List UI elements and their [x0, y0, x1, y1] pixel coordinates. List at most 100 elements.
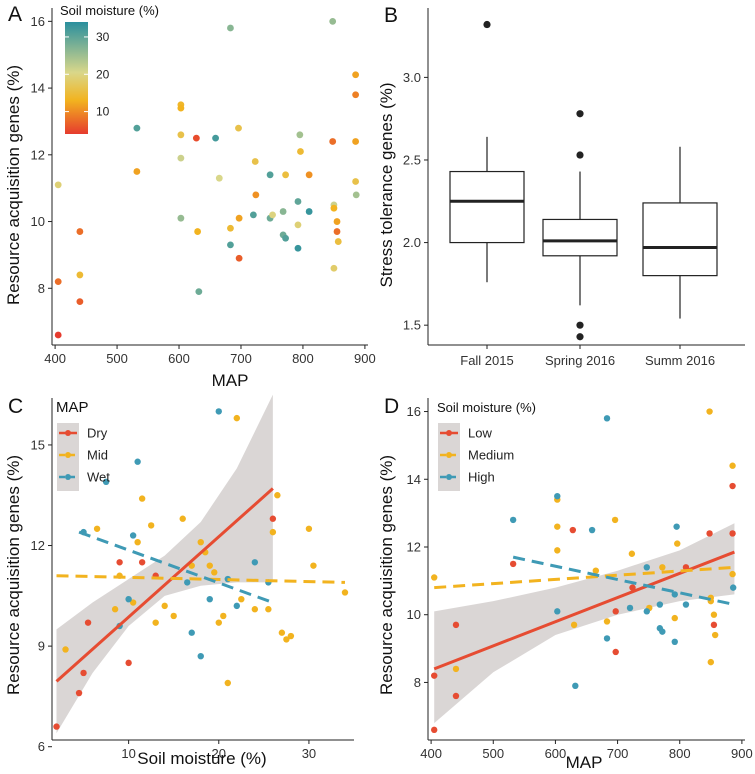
- x-tick-label: Fall 2015: [460, 353, 513, 368]
- legend-label: Low: [468, 426, 492, 441]
- data-point: [628, 550, 636, 557]
- box-outlier: [483, 20, 491, 29]
- data-point: [206, 595, 213, 603]
- data-point: [138, 559, 146, 566]
- data-point: [227, 241, 234, 249]
- y-tick-label: 2.5: [403, 152, 421, 167]
- panel-c-axes: 6 9 12 15 10 20 30: [31, 398, 354, 761]
- data-point: [251, 158, 259, 165]
- panel-a-xlabel: MAP: [212, 371, 249, 390]
- data-point: [452, 621, 460, 629]
- data-point: [305, 171, 313, 179]
- data-point: [212, 134, 219, 142]
- data-point: [266, 171, 274, 179]
- panel-d-ylabel: Resource acquisition genes (%): [377, 455, 396, 695]
- data-point: [215, 408, 222, 415]
- y-tick-label: 15: [31, 437, 45, 452]
- data-point: [76, 271, 84, 279]
- y-tick-label: 12: [31, 538, 45, 553]
- colorbar-label: 10: [96, 105, 110, 119]
- data-point: [707, 658, 715, 666]
- x-tick-label: 400: [44, 351, 66, 366]
- data-point: [269, 515, 277, 522]
- data-point: [729, 530, 736, 537]
- data-point: [674, 540, 681, 547]
- y-tick-label: 16: [31, 14, 45, 29]
- y-tick-label: 9: [38, 639, 45, 654]
- data-point: [710, 621, 718, 629]
- data-point: [111, 606, 119, 613]
- data-point: [54, 331, 62, 339]
- data-point: [431, 726, 438, 734]
- box-outlier: [576, 333, 584, 341]
- panel-d-xlabel: MAP: [566, 753, 603, 772]
- data-point: [134, 538, 141, 546]
- data-point: [711, 631, 719, 639]
- data-point: [133, 168, 141, 175]
- legend-key-dot: [65, 452, 71, 458]
- data-point: [84, 619, 92, 626]
- data-point: [431, 574, 438, 581]
- data-point: [278, 629, 286, 636]
- panel-a-letter: A: [8, 3, 22, 26]
- panel-d-legend-title: Soil moisture (%): [437, 400, 536, 415]
- data-point: [626, 604, 634, 612]
- data-point: [177, 214, 185, 222]
- panel-c-xlabel: Soil moisture (%): [137, 749, 266, 768]
- data-point: [235, 214, 243, 222]
- data-point: [179, 515, 186, 522]
- data-point: [192, 134, 200, 142]
- box-outlier: [576, 151, 584, 159]
- data-point: [729, 570, 736, 578]
- data-point: [452, 665, 460, 673]
- data-point: [76, 298, 84, 306]
- data-point: [282, 234, 289, 242]
- x-tick-label: 30: [302, 746, 316, 761]
- data-point: [238, 595, 245, 603]
- data-point: [572, 682, 579, 690]
- legend-label: High: [468, 470, 495, 485]
- data-point: [235, 254, 243, 262]
- data-point: [224, 679, 231, 687]
- data-point: [333, 228, 341, 235]
- data-point: [612, 608, 619, 615]
- panel-a: A 8 10 12 14 16 400 500 600 700 800 900 Resource a…: [4, 3, 376, 390]
- y-tick-label: 14: [31, 81, 45, 96]
- panel-b-letter: B: [384, 4, 398, 27]
- data-point: [116, 559, 123, 566]
- data-point: [294, 244, 302, 252]
- data-point: [729, 584, 737, 591]
- data-point: [251, 559, 259, 566]
- x-tick-label: 800: [669, 746, 691, 761]
- panel-c-ylabel: Resource acquisition genes (%): [4, 455, 23, 695]
- fit-line-wet: [78, 530, 274, 604]
- data-point: [554, 547, 561, 554]
- data-point: [554, 492, 561, 500]
- panel-b-boxes: [449, 20, 718, 341]
- legend-key-dot: [65, 430, 71, 436]
- data-point: [305, 525, 313, 532]
- data-point: [93, 525, 101, 532]
- panel-a-ylabel: Resource acquisition genes (%): [4, 65, 23, 305]
- legend-key-dot: [65, 474, 71, 480]
- data-point: [330, 204, 338, 212]
- data-point: [509, 560, 517, 568]
- data-point: [227, 24, 234, 32]
- data-point: [177, 154, 185, 162]
- data-point: [329, 17, 337, 25]
- data-point: [643, 608, 650, 615]
- data-point: [673, 523, 680, 530]
- data-point: [431, 672, 438, 679]
- y-tick-label: 12: [407, 539, 421, 554]
- data-point: [75, 689, 83, 697]
- data-point: [125, 595, 132, 603]
- data-point: [554, 608, 561, 615]
- data-point: [671, 614, 678, 622]
- fit-line-mid: [56, 574, 346, 584]
- panel-b-axes: 1.5 2.0 2.5 3.0 Fall 2015 Spring 2016 Summ 201…: [403, 8, 745, 368]
- data-point: [76, 228, 84, 235]
- data-point: [352, 71, 360, 79]
- data-point: [54, 278, 62, 286]
- data-point: [710, 611, 718, 618]
